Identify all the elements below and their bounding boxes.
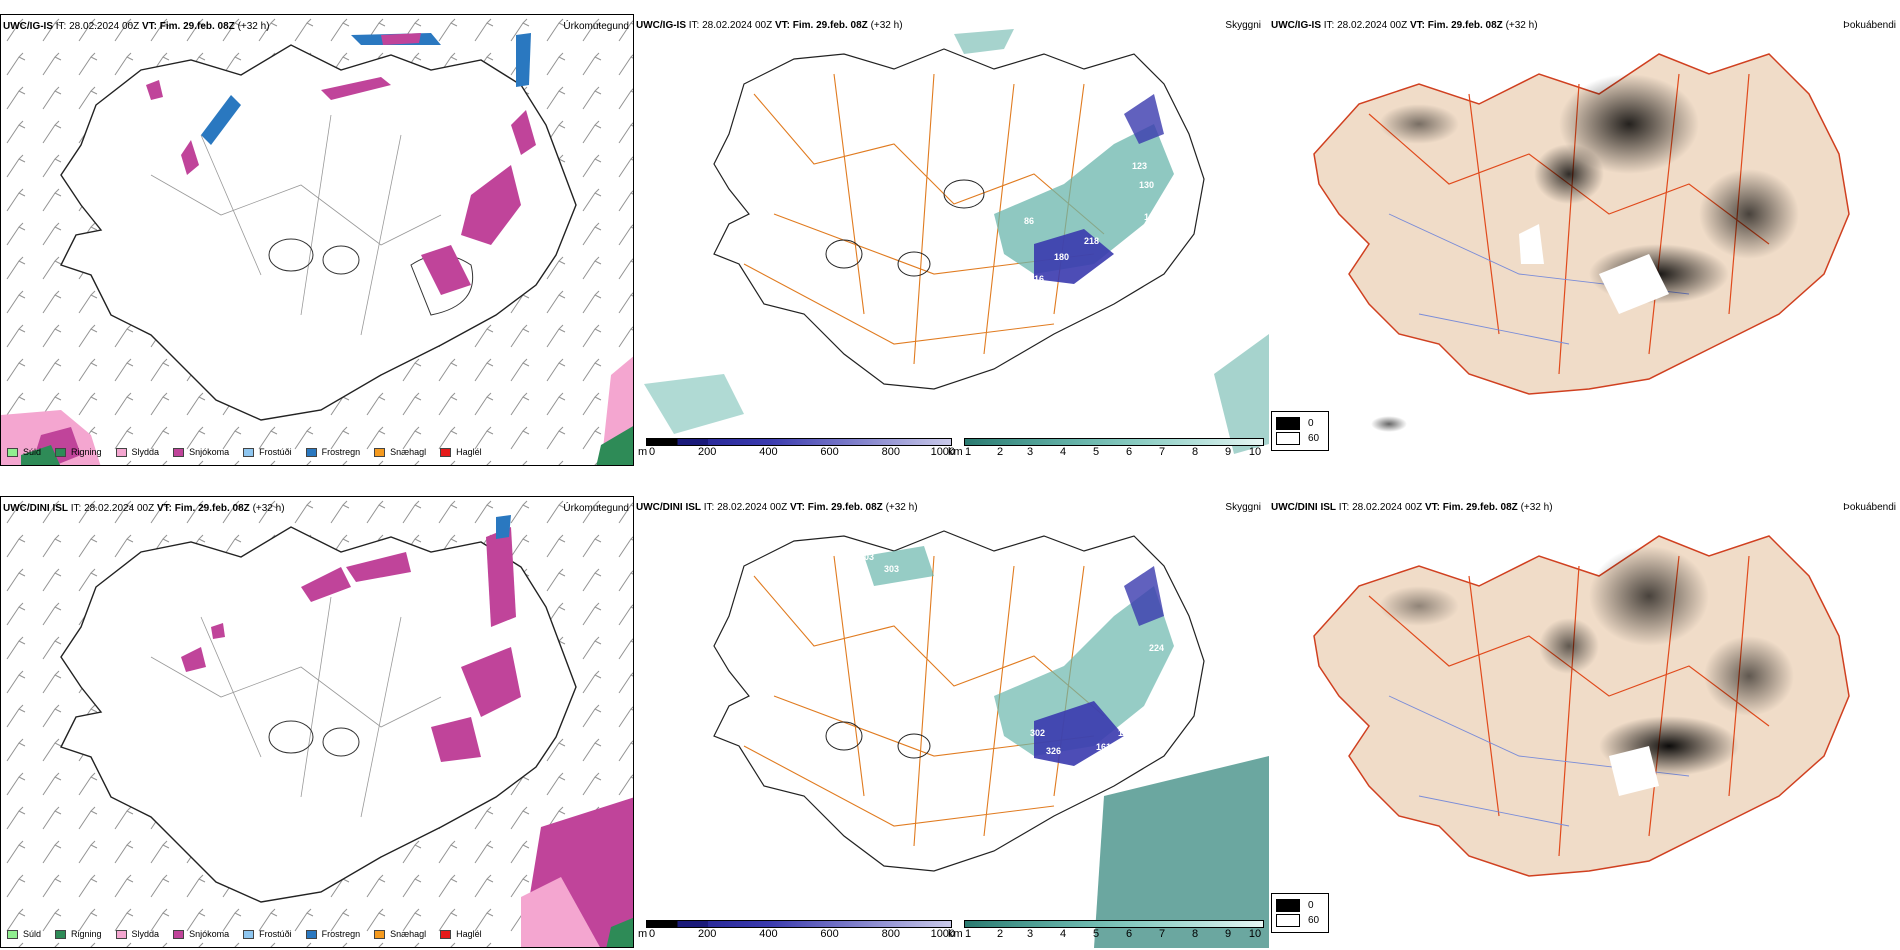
cloud-label: 86 (1024, 216, 1034, 226)
fog-map (1313, 53, 1850, 432)
legend-item-snjokoma: Snjókoma (173, 929, 229, 939)
legend-item-rigning: Rigning (55, 447, 102, 457)
fog-legend: 0 60 (1271, 893, 1329, 933)
legend-item-rigning: Rigning (55, 929, 102, 939)
panel-header: UWC/DINI ISL IT: 28.02.2024 00Z VT: Fim.… (636, 502, 918, 513)
visibility-colorbar-km: km 1 2 3 4 5 6 7 8 9 10 (948, 438, 1264, 458)
legend-item-sudl: Súld (7, 447, 41, 457)
legend-item-snaehagl: Snæhagl (374, 929, 426, 939)
legend-item-frostudi: Frostúði (243, 447, 292, 457)
legend-item-snaehagl: Snæhagl (374, 447, 426, 457)
fog-map (1313, 535, 1850, 877)
cloud-label: 123 (1132, 161, 1147, 171)
legend-item-sudl: Súld (7, 929, 41, 939)
legend-item-slydda: Slydda (115, 447, 159, 457)
svg-text:303: 303 (884, 564, 899, 574)
precip-legend: Súld Rigning Slydda Snjókoma Frostúði Fr… (7, 929, 482, 939)
panel-title: Úrkomutegund (563, 503, 629, 514)
cloud-label: 130 (1139, 180, 1154, 190)
panel-header: UWC/IG-IS IT: 28.02.2024 00Z VT: Fim. 29… (3, 21, 270, 32)
svg-text:224: 224 (1149, 643, 1164, 653)
legend-item-snjokoma: Snjókoma (173, 447, 229, 457)
cloud-label: 107 (1144, 212, 1159, 222)
panel-title: Skyggni (1225, 20, 1261, 31)
svg-text:247: 247 (1014, 668, 1029, 678)
cloud-label: 216 (1029, 274, 1044, 284)
panel-header: UWC/IG-IS IT: 28.02.2024 00Z VT: Fim. 29… (1271, 20, 1538, 31)
cloud-label: 146 (1119, 260, 1134, 270)
svg-text:161: 161 (1096, 742, 1111, 752)
fog-panel-row2: UWC/DINI ISL IT: 28.02.2024 00Z VT: Fim.… (1269, 496, 1900, 948)
precip-type-panel-row1: UWC/IG-IS IT: 28.02.2024 00Z VT: Fim. 29… (0, 14, 634, 466)
legend-item-haglel: Haglél (440, 929, 482, 939)
panel-header: UWC/IG-IS IT: 28.02.2024 00Z VT: Fim. 29… (636, 20, 903, 31)
panel-title: Úrkomutegund (563, 21, 629, 32)
visibility-panel-row1: 42 86 180 216 218 146 107 130 123 UWC/IG… (634, 14, 1269, 466)
precip-legend: Súld Rigning Slydda Snjókoma Frostúði Fr… (7, 447, 482, 457)
precip-type-map (1, 15, 633, 465)
legend-item-haglel: Haglél (440, 447, 482, 457)
panel-title: Þokuábendi (1843, 20, 1896, 31)
legend-item-slydda: Slydda (115, 929, 159, 939)
cloud-label: 218 (1084, 236, 1099, 246)
panel-header: UWC/DINI ISL IT: 28.02.2024 00Z VT: Fim.… (3, 503, 285, 514)
panel-header: UWC/DINI ISL IT: 28.02.2024 00Z VT: Fim.… (1271, 502, 1553, 513)
svg-text:303: 303 (859, 552, 874, 562)
svg-text:326: 326 (1046, 746, 1061, 756)
fog-panel-row1: UWC/IG-IS IT: 28.02.2024 00Z VT: Fim. 29… (1269, 14, 1900, 466)
svg-text:118: 118 (1118, 728, 1133, 738)
visibility-panel-row2: 303 303 247 224 302 326 161 118 UWC/DINI… (634, 496, 1269, 948)
visibility-colorbar-km: km 1 2 3 4 5 6 7 8 9 10 (948, 920, 1264, 940)
cb-unit: m (638, 446, 648, 458)
legend-item-frostudi: Frostúði (243, 929, 292, 939)
iceland-outline (60, 44, 577, 421)
panel-title: Skyggni (1225, 502, 1261, 513)
precip-type-panel-row2: UWC/DINI ISL IT: 28.02.2024 00Z VT: Fim.… (0, 496, 634, 948)
visibility-map: 303 303 247 224 302 326 161 118 (713, 530, 1269, 948)
precip-type-map (1, 497, 633, 947)
cloud-label: 180 (1054, 252, 1069, 262)
visibility-colorbar-m: m 0 200 400 600 800 1000 (638, 438, 955, 458)
panel-title: Þokuábendi (1843, 502, 1896, 513)
legend-item-frostregn: Frostregn (305, 447, 360, 457)
svg-text:302: 302 (1030, 728, 1045, 738)
legend-item-frostregn: Frostregn (305, 929, 360, 939)
cloud-label: 42 (694, 156, 704, 166)
visibility-map: 42 86 180 216 218 146 107 130 123 (644, 29, 1269, 454)
fog-legend: 0 60 (1271, 411, 1329, 451)
visibility-colorbar-m: m 0 200 400 600 800 1000 (638, 920, 955, 940)
